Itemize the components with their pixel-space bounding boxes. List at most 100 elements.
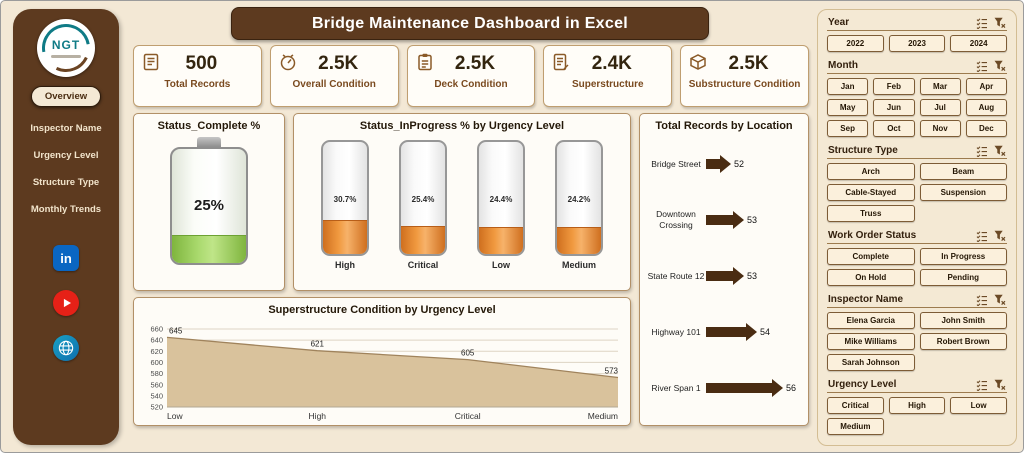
slicer-option-may[interactable]: May [827, 99, 869, 116]
slicer-header: Structure Type [827, 142, 1007, 159]
status-complete-panel: Status_Complete % 25% [133, 113, 285, 291]
linkedin-icon[interactable]: in [53, 245, 79, 271]
slicer-option-cable-stayed[interactable]: Cable-Stayed [827, 184, 915, 201]
rating-icon [278, 52, 298, 72]
slicer-option-feb[interactable]: Feb [873, 78, 915, 95]
sidebar-item-monthly-trends[interactable]: Monthly Trends [30, 204, 102, 215]
ngt-logo: NGT [32, 14, 100, 82]
slicer-option-jul[interactable]: Jul [919, 99, 961, 116]
slicer-options: Critical High Low Medium [827, 397, 1007, 435]
gauge-cylinder: 25.4% [399, 140, 447, 256]
slicer-option-elena-garcia[interactable]: Elena Garcia [827, 312, 915, 329]
slicer-option-2022[interactable]: 2022 [827, 35, 884, 52]
slicer-title: Year [828, 16, 850, 28]
sidebar-item-inspector-name[interactable]: Inspector Name [30, 123, 102, 134]
svg-text:520: 520 [150, 403, 163, 412]
slicer-option-complete[interactable]: Complete [827, 248, 915, 265]
slicer-header: Month [827, 57, 1007, 74]
battery-value: 25% [193, 196, 225, 214]
slicer-header: Urgency Level [827, 376, 1007, 393]
slicer-option-jan[interactable]: Jan [827, 78, 869, 95]
slicer-option-oct[interactable]: Oct [873, 120, 915, 137]
slicer-option-on-hold[interactable]: On Hold [827, 269, 915, 286]
social-links: in [53, 245, 79, 361]
slicer-option-john-smith[interactable]: John Smith [919, 312, 1007, 329]
gauge-critical: 25.4% Critical [392, 140, 454, 270]
slicer-option-suspension[interactable]: Suspension [919, 184, 1007, 201]
slicer-option-nov[interactable]: Nov [919, 120, 961, 137]
multiselect-icon[interactable] [976, 59, 988, 73]
arrow-head [720, 155, 731, 173]
slicer-option-low[interactable]: Low [950, 397, 1007, 414]
slicer-option-2024[interactable]: 2024 [950, 35, 1007, 52]
slicer-option-sep[interactable]: Sep [827, 120, 869, 137]
gauge-value: 30.7% [333, 194, 357, 204]
clear-filter-icon[interactable] [994, 16, 1006, 29]
svg-text:605: 605 [461, 349, 475, 358]
slicer-option-arch[interactable]: Arch [827, 163, 915, 180]
slicer-option-apr[interactable]: Apr [965, 78, 1007, 95]
slicer-option-beam[interactable]: Beam [919, 163, 1007, 180]
multiselect-icon[interactable] [976, 293, 988, 307]
kpi-value: 2.5K [318, 53, 359, 74]
location-arrow: 52 [706, 155, 802, 173]
box-icon [688, 52, 708, 72]
slicer-option-mike-williams[interactable]: Mike Williams [827, 333, 915, 350]
gauge-label: Critical [407, 260, 439, 270]
location-value: 53 [747, 271, 758, 281]
logo-text: NGT [51, 38, 81, 52]
slicer-work-order-status: Work Order Status Complete In Progress On H… [827, 227, 1007, 286]
arrow-body [706, 383, 772, 393]
location-value: 53 [747, 215, 758, 225]
gauge-fill [557, 226, 601, 254]
slicer-option-dec[interactable]: Dec [965, 120, 1007, 137]
slicer-option-truss[interactable]: Truss [827, 205, 915, 222]
multiselect-icon[interactable] [976, 229, 988, 243]
arrow-head [746, 323, 757, 341]
slicer-option-sarah-johnson[interactable]: Sarah Johnson [827, 354, 915, 371]
kpi-value: 2.5K [728, 53, 769, 74]
kpi-label: Total Records [164, 79, 231, 90]
clear-filter-icon[interactable] [994, 59, 1006, 72]
battery-cap [197, 137, 221, 147]
location-row: River Span 1 56 [646, 360, 802, 416]
kpi-card-deck-condition: 2.5K Deck Condition [406, 45, 536, 107]
multiselect-icon[interactable] [976, 16, 988, 30]
svg-text:Low: Low [167, 411, 183, 421]
clear-filter-icon[interactable] [994, 378, 1006, 391]
kpi-value: 2.4K [591, 53, 632, 74]
clear-filter-icon[interactable] [994, 144, 1006, 157]
battery-gauge: 25% [170, 137, 248, 265]
svg-text:645: 645 [169, 326, 183, 335]
slicer-option-robert-brown[interactable]: Robert Brown [919, 333, 1007, 350]
sidebar-item-structure-type[interactable]: Structure Type [32, 177, 100, 188]
slicer-option-2023[interactable]: 2023 [888, 35, 946, 52]
location-arrow: 53 [706, 211, 802, 229]
slicer-option-critical[interactable]: Critical [827, 397, 884, 414]
slicer-option-aug[interactable]: Aug [965, 99, 1007, 116]
slicer-option-medium[interactable]: Medium [827, 418, 884, 435]
slicer-option-jun[interactable]: Jun [873, 99, 915, 116]
sidebar-item-urgency-level[interactable]: Urgency Level [33, 150, 99, 161]
slicer-option-mar[interactable]: Mar [919, 78, 961, 95]
slicer-option-pending[interactable]: Pending [919, 269, 1007, 286]
slicer-options: Jan Feb Mar Apr May Jun Jul Aug Sep Oct Nov Dec [827, 78, 1007, 137]
slicer-option-high[interactable]: High [888, 397, 946, 414]
sidebar-item-overview[interactable]: Overview [30, 86, 102, 107]
arrow-body [706, 215, 733, 225]
sidebar-nav: Overview Inspector Name Urgency Level Struc… [13, 77, 119, 215]
clear-filter-icon[interactable] [994, 229, 1006, 242]
multiselect-icon[interactable] [976, 378, 988, 392]
slicer-option-in-progress[interactable]: In Progress [919, 248, 1007, 265]
arrow-head [772, 379, 783, 397]
slicer-title: Month [828, 59, 858, 71]
website-icon[interactable] [53, 335, 79, 361]
location-value: 54 [760, 327, 771, 337]
svg-text:High: High [309, 411, 327, 421]
clear-filter-icon[interactable] [994, 293, 1006, 306]
gauge-label: High [335, 260, 355, 270]
status-inprogress-title: Status_InProgress % by Urgency Level [359, 120, 565, 132]
youtube-icon[interactable] [53, 290, 79, 316]
multiselect-icon[interactable] [976, 144, 988, 158]
